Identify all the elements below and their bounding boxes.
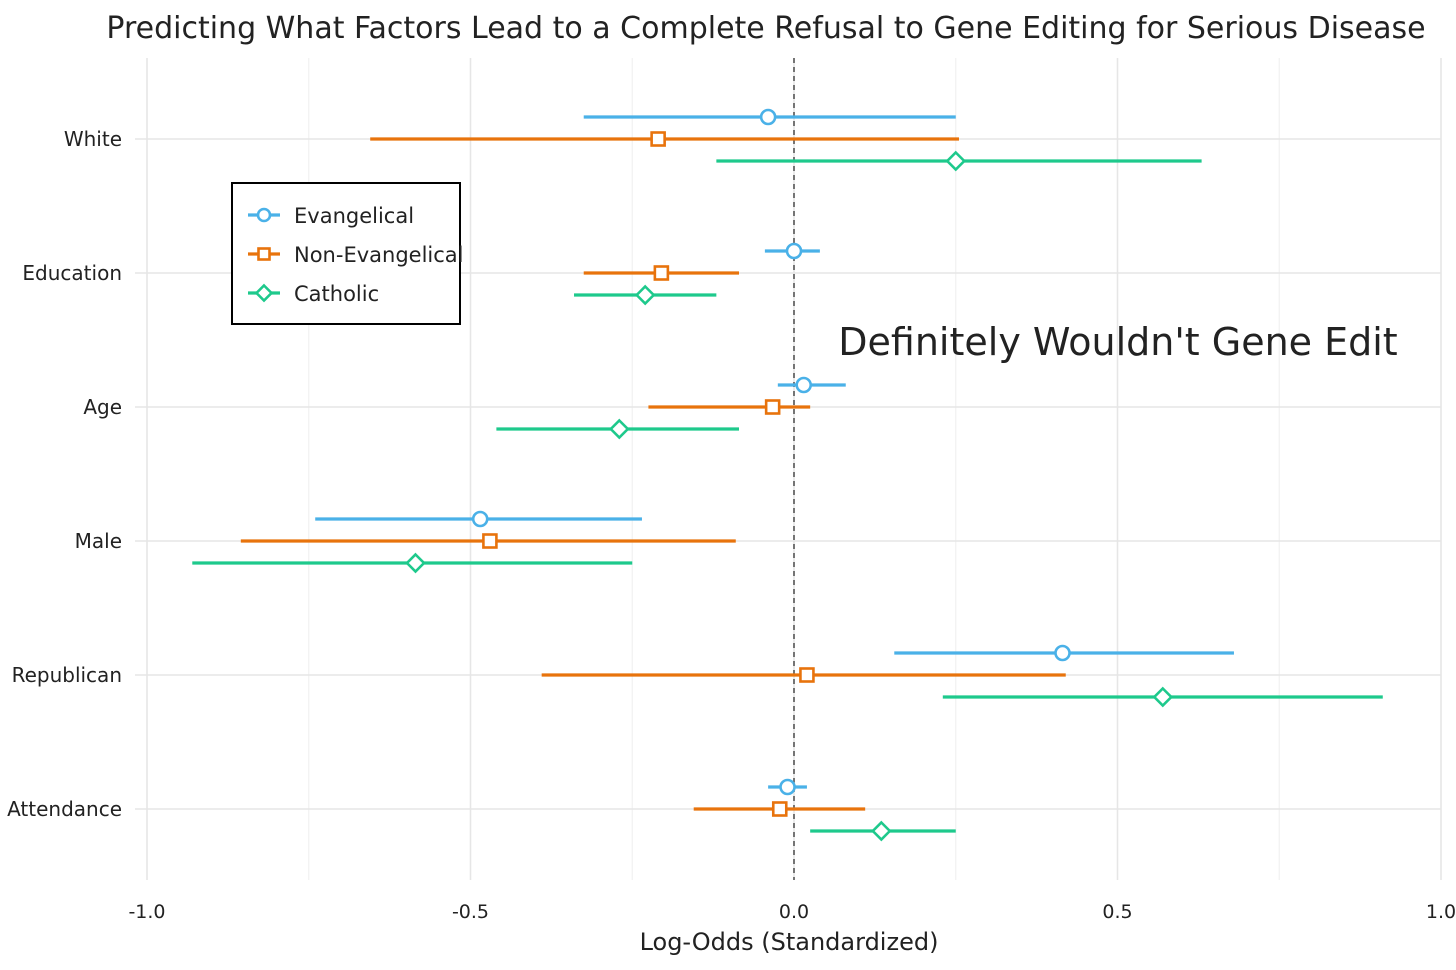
point-evangelical-attendance bbox=[779, 778, 796, 796]
legend-label-evangelical: Evangelical bbox=[294, 204, 414, 228]
point-evangelical-white bbox=[759, 108, 777, 126]
x-axis-labels: -1.0 -0.5 0.0 0.5 1.0 bbox=[128, 901, 1456, 923]
point-non-evangelical-white bbox=[650, 131, 666, 147]
chart-title: Predicting What Factors Lead to a Comple… bbox=[106, 11, 1425, 46]
y-tick-label-male: Male bbox=[75, 529, 122, 553]
point-catholic-age bbox=[608, 418, 630, 440]
point-catholic-male bbox=[405, 552, 426, 574]
point-non-evangelical-age bbox=[764, 399, 781, 415]
point-evangelical-education bbox=[785, 242, 803, 260]
series-evangelical bbox=[315, 108, 1234, 796]
y-axis-labels: White Education Age Male Republican Attendanc… bbox=[7, 127, 122, 821]
point-evangelical-age bbox=[795, 376, 813, 394]
point-non-evangelical-education bbox=[653, 265, 670, 281]
x-tick-label: -0.5 bbox=[452, 901, 489, 923]
legend-label-non-evangelical: Non-Evangelical bbox=[294, 243, 464, 267]
chart-annotation: Definitely Wouldn't Gene Edit bbox=[838, 320, 1397, 364]
x-tick-label: -1.0 bbox=[128, 901, 165, 923]
x-tick-label: 1.0 bbox=[1426, 901, 1456, 923]
point-evangelical-republican bbox=[1054, 644, 1071, 662]
point-non-evangelical-republican bbox=[799, 667, 815, 683]
series-marks bbox=[192, 108, 1383, 842]
point-catholic-attendance bbox=[871, 820, 892, 842]
point-non-evangelical-attendance bbox=[771, 801, 788, 817]
legend-label-catholic: Catholic bbox=[294, 282, 379, 306]
x-tick-label: 0.0 bbox=[779, 901, 809, 923]
point-catholic-white bbox=[945, 150, 967, 172]
point-evangelical-male bbox=[471, 510, 489, 528]
series-non-evangelical bbox=[240, 131, 1066, 817]
point-catholic-republican bbox=[1152, 686, 1174, 708]
legend-marker-catholic bbox=[254, 283, 274, 303]
point-catholic-education bbox=[634, 284, 656, 306]
legend-marker-evangelical bbox=[256, 207, 272, 223]
y-tick-label-age: Age bbox=[83, 395, 122, 419]
grid bbox=[135, 58, 1442, 880]
point-non-evangelical-male bbox=[482, 533, 498, 549]
series-catholic bbox=[192, 150, 1383, 842]
y-tick-label-education: Education bbox=[22, 261, 122, 285]
y-tick-label-white: White bbox=[64, 127, 122, 151]
y-tick-label-republican: Republican bbox=[12, 663, 122, 687]
legend-marker-non-evangelical bbox=[257, 247, 271, 261]
legend: Evangelical Non-Evangelical Catholic bbox=[231, 182, 464, 325]
x-axis-title: Log-Odds (Standardized) bbox=[640, 928, 939, 956]
x-tick-label: 0.5 bbox=[1102, 901, 1132, 923]
y-tick-label-attendance: Attendance bbox=[7, 797, 122, 821]
